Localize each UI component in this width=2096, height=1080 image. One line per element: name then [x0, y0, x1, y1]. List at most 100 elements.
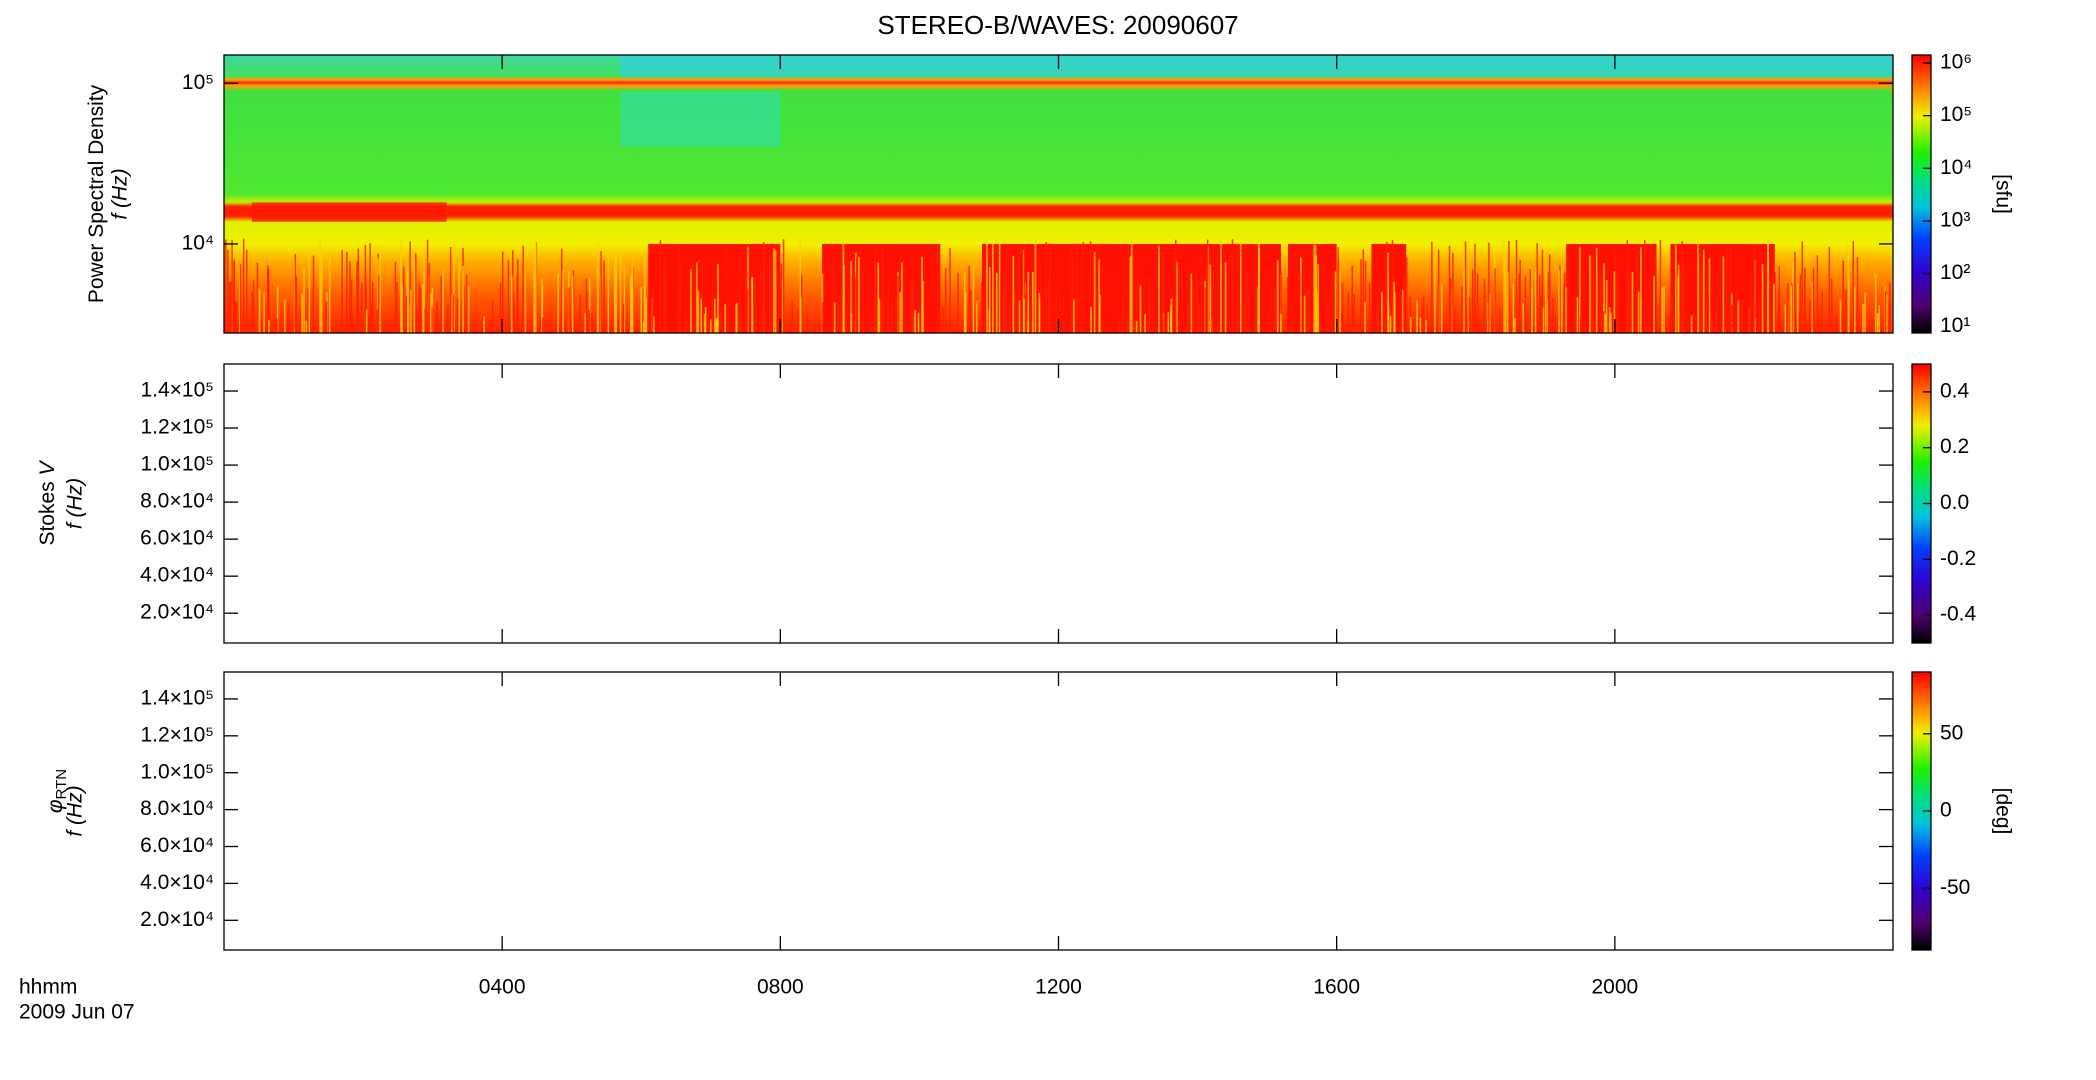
- spectrogram-texture: [1515, 239, 1518, 333]
- x-axis-label: hhmm: [19, 976, 77, 999]
- y-tick-label: 2.0×10⁴: [140, 601, 214, 624]
- spectrogram-texture: [724, 304, 726, 333]
- spectrogram-texture: [1740, 305, 1743, 333]
- spectrogram-texture: [1406, 257, 1408, 333]
- x-tick-label: 1600: [1313, 976, 1360, 999]
- spectrogram-texture: [1328, 299, 1331, 333]
- spectrogram-texture: [1578, 247, 1581, 333]
- spectrogram-texture: [647, 299, 649, 333]
- spectrogram-texture: [1062, 297, 1065, 333]
- spectrogram-texture: [1677, 275, 1679, 333]
- spectrogram-texture: [976, 300, 978, 333]
- spectrogram-texture: [607, 247, 610, 333]
- spectrogram-texture: [1753, 244, 1755, 333]
- spectrogram-texture: [1603, 263, 1605, 333]
- spectrogram-texture: [1468, 296, 1471, 333]
- spectrogram-texture: [1416, 300, 1418, 333]
- x-axis-date: 2009 Jun 07: [19, 1001, 135, 1024]
- spectrogram-texture: [377, 258, 379, 333]
- spectrogram-texture: [1549, 254, 1551, 333]
- spectrogram-texture: [572, 270, 575, 333]
- spectrogram-texture: [1704, 292, 1706, 333]
- y-tick-label: 1.0×10⁵: [140, 760, 214, 783]
- spectrogram-texture: [791, 301, 793, 333]
- spectrogram-texture: [369, 243, 371, 333]
- spectrogram-texture: [1767, 243, 1769, 333]
- spectrogram-texture: [1211, 273, 1213, 333]
- spectrogram-texture: [1668, 315, 1671, 333]
- spectrogram-texture: [703, 314, 706, 333]
- spectrogram-texture: [642, 321, 645, 333]
- spectrogram-texture: [365, 309, 368, 333]
- spectrogram-texture: [1151, 285, 1154, 333]
- spectrogram-texture: [1269, 271, 1271, 333]
- spectrogram-texture: [453, 241, 455, 333]
- spectrogram-texture: [1499, 308, 1501, 333]
- spectrogram-texture: [1852, 241, 1854, 333]
- spectrogram-texture: [1178, 317, 1181, 333]
- spectrogram-texture: [246, 249, 248, 333]
- spectrogram-texture: [458, 261, 460, 333]
- spectrogram-texture: [1821, 290, 1823, 333]
- spectrogram-texture: [1506, 272, 1509, 333]
- spectrogram-texture: [1204, 287, 1207, 333]
- spectrogram-texture: [762, 242, 765, 333]
- spectrogram-texture: [1542, 307, 1545, 333]
- spectrogram-texture: [1529, 268, 1532, 333]
- spectrogram-texture: [781, 280, 783, 333]
- spectrogram-texture: [1280, 272, 1282, 333]
- spectrogram-texture: [1592, 268, 1595, 333]
- spectrogram-texture: [1758, 294, 1761, 333]
- spectrogram-texture: [1797, 282, 1799, 333]
- spectrogram-texture: [423, 251, 425, 333]
- spectrogram-texture: [263, 292, 265, 333]
- spectrogram-texture: [1637, 291, 1640, 333]
- spectrogram-texture: [806, 313, 809, 333]
- spectrogram-texture: [677, 244, 680, 333]
- spectrogram-texture: [415, 253, 417, 333]
- spectrogram-texture: [231, 239, 233, 333]
- spectrogram-texture: [1217, 279, 1220, 333]
- spectrogram-texture: [352, 315, 355, 333]
- spectrogram-texture: [346, 251, 348, 333]
- spectrogram-texture: [1313, 244, 1315, 333]
- spectrogram-texture: [1206, 239, 1209, 333]
- spectrogram-texture: [341, 249, 343, 333]
- spectrogram-texture: [239, 264, 242, 333]
- spectrogram-texture: [1032, 272, 1034, 333]
- spectrogram-texture: [1811, 282, 1814, 333]
- spectrogram-texture: [1835, 315, 1837, 333]
- spectrogram-texture: [1690, 315, 1693, 333]
- spectrogram-texture: [305, 320, 308, 333]
- spectrogram-texture: [588, 310, 591, 333]
- spectrogram-texture: [1540, 295, 1542, 333]
- spectrogram-texture: [1761, 264, 1764, 333]
- spectrogram-texture: [1351, 304, 1354, 333]
- spectrogram-texture: [225, 239, 227, 333]
- spectrogram-texture: [1708, 258, 1711, 333]
- spectrogram-texture: [753, 300, 756, 333]
- y-tick-label: 2.0×10⁴: [140, 908, 214, 931]
- spectrogram-texture: [1681, 263, 1683, 333]
- spectrogram-texture: [557, 273, 559, 333]
- spectrogram-texture: [1025, 308, 1028, 333]
- spectrogram-texture: [462, 265, 464, 333]
- spectrogram-texture: [1522, 302, 1525, 333]
- spectrogram-texture: [996, 272, 998, 333]
- spectrogram-texture: [1778, 266, 1780, 333]
- spectrogram-texture: [1791, 283, 1793, 333]
- spectrogram-texture: [1190, 273, 1193, 333]
- spectrogram-texture: [968, 265, 970, 333]
- spectrogram-texture: [1317, 292, 1319, 333]
- spectrogram-texture: [1189, 269, 1191, 333]
- spectrogram-texture: [1608, 307, 1611, 333]
- spectrogram-texture: [1631, 272, 1634, 333]
- spectrogram-texture: [1644, 239, 1646, 333]
- spectrogram-texture: [1005, 282, 1007, 333]
- spectrogram-texture: [562, 269, 564, 333]
- spectrogram-texture: [1034, 238, 1037, 333]
- spectrogram-texture: [1209, 285, 1212, 333]
- spectrogram-texture: [1331, 262, 1334, 333]
- spectrogram-texture: [1076, 247, 1078, 333]
- spectrogram-texture: [964, 292, 967, 333]
